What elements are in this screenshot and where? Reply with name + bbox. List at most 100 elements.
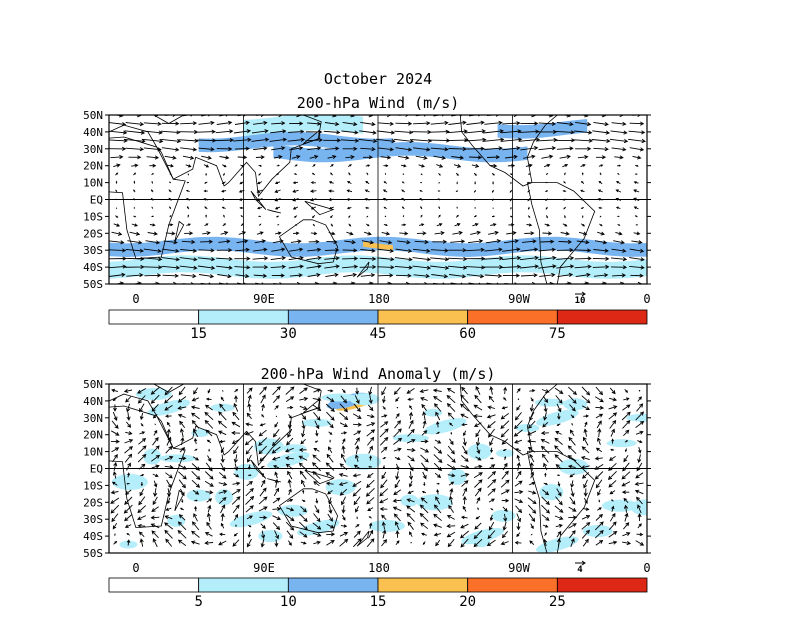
wind-vector	[544, 472, 547, 477]
wind-vector	[580, 455, 590, 461]
wind-vector	[629, 147, 645, 152]
wind-vector	[272, 497, 281, 504]
wind-vector	[324, 121, 340, 127]
wind-vector	[438, 172, 441, 176]
wind-vector	[502, 448, 507, 452]
wind-vector	[164, 405, 173, 411]
wind-vector	[352, 473, 361, 478]
wind-vector	[501, 498, 510, 503]
wind-vector	[272, 515, 282, 520]
wind-vector	[204, 532, 213, 537]
wind-vector	[247, 402, 252, 412]
wind-vector	[622, 532, 631, 537]
wind-vector	[381, 231, 391, 236]
wind-vector	[610, 428, 615, 437]
wind-vector	[352, 413, 362, 419]
lat-label: 40N	[83, 395, 103, 408]
wind-vector	[185, 198, 190, 201]
panel1-title: 200-hPa Wind (m/s)	[297, 94, 460, 112]
wind-vector	[595, 479, 603, 489]
wind-vector	[515, 470, 522, 480]
wind-vector	[259, 455, 267, 462]
wind-vector	[515, 505, 523, 514]
wind-vector	[255, 155, 265, 160]
wind-vector	[244, 437, 254, 446]
wind-vector	[483, 265, 504, 270]
wind-vector	[542, 421, 549, 428]
wind-vector	[312, 397, 322, 402]
wind-vector	[381, 471, 387, 480]
wind-vector	[582, 507, 590, 511]
wind-vector	[162, 273, 179, 278]
wind-vector	[367, 507, 374, 511]
anomaly-patch	[167, 514, 186, 527]
wind-vector	[324, 247, 340, 253]
wind-vector	[326, 523, 335, 529]
wind-vector	[465, 256, 486, 261]
wind-vector	[339, 463, 348, 471]
wind-vector	[501, 438, 509, 445]
wind-vector	[341, 496, 347, 506]
wind-vector	[487, 405, 496, 410]
wind-vector	[360, 273, 376, 278]
wind-vector	[614, 155, 624, 160]
wind-vector	[431, 274, 449, 279]
wind-vector	[177, 529, 187, 539]
wind-vector	[488, 498, 495, 503]
wind-vector	[420, 447, 430, 453]
wind-vector	[204, 480, 214, 487]
wind-vector	[593, 273, 609, 278]
wind-vector	[505, 154, 518, 159]
wind-vector	[198, 147, 215, 152]
wind-vector	[310, 181, 316, 184]
wind-vector	[139, 538, 144, 547]
wind-vector	[432, 388, 442, 393]
wind-vector	[234, 247, 250, 252]
wind-vector	[258, 506, 268, 512]
coastline	[174, 220, 185, 242]
wind-vector	[610, 499, 614, 502]
wind-vector	[449, 422, 454, 427]
wind-vector	[545, 172, 548, 176]
wind-vector	[423, 482, 426, 487]
wind-vector	[429, 129, 450, 134]
wind-vector	[486, 155, 501, 160]
wind-vector	[527, 439, 536, 444]
wind-vector	[377, 121, 395, 126]
wind-vector	[368, 395, 373, 405]
wind-vector	[133, 198, 136, 201]
wind-vector	[502, 462, 508, 471]
wind-vector	[274, 181, 281, 185]
wind-vector	[421, 490, 427, 494]
wind-vector	[580, 281, 590, 284]
wind-vector	[395, 540, 400, 545]
anomaly-patch	[606, 439, 637, 448]
wind-vector	[438, 214, 441, 218]
wind-vector	[220, 462, 226, 472]
wind-vector	[239, 206, 244, 210]
wind-vector	[460, 523, 469, 529]
lon-label: 180	[368, 561, 390, 575]
wind-vector	[420, 522, 429, 530]
wind-vector	[126, 272, 144, 278]
wind-vector	[302, 489, 305, 494]
wind-vector	[223, 214, 225, 218]
wind-vector	[253, 146, 268, 151]
wind-vector	[582, 472, 590, 479]
wind-vector	[395, 413, 400, 419]
wind-vector	[381, 414, 388, 418]
wind-vector	[597, 428, 602, 438]
wind-vector	[286, 530, 294, 539]
wind-vector	[220, 396, 225, 402]
wind-vector	[150, 387, 160, 395]
wind-vector	[406, 505, 416, 513]
wind-vector	[137, 388, 147, 394]
wind-vector	[418, 164, 426, 168]
wind-vector	[353, 496, 361, 506]
wind-vector	[354, 395, 360, 405]
wind-vector	[527, 446, 536, 453]
wind-vector	[348, 223, 352, 227]
wind-vector	[564, 172, 566, 176]
lon-label: 0	[132, 561, 139, 575]
wind-vector	[110, 497, 120, 504]
